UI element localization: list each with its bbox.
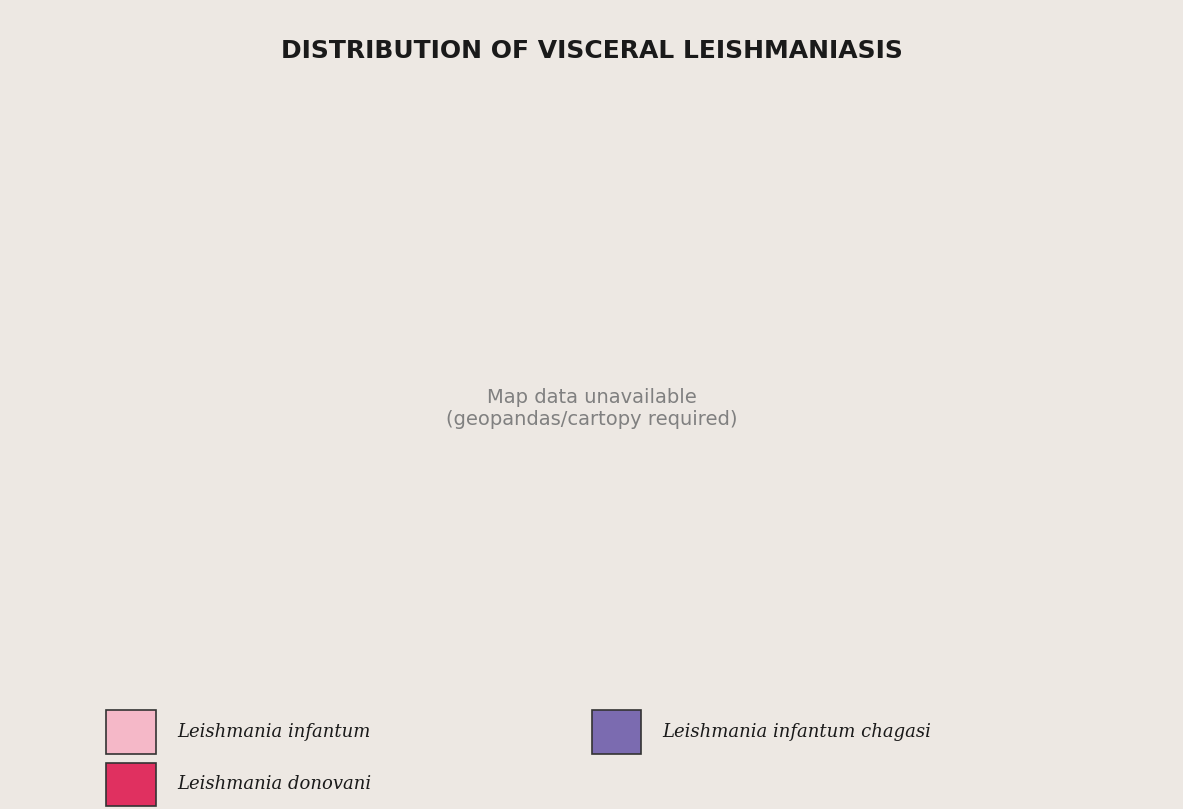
FancyBboxPatch shape <box>106 763 156 806</box>
Text: Map data unavailable
(geopandas/cartopy required): Map data unavailable (geopandas/cartopy … <box>446 388 737 429</box>
Text: Leishmania infantum: Leishmania infantum <box>177 723 370 741</box>
FancyBboxPatch shape <box>592 710 641 753</box>
Text: Leishmania infantum chagasi: Leishmania infantum chagasi <box>662 723 931 741</box>
Text: DISTRIBUTION OF VISCERAL LEISHMANIASIS: DISTRIBUTION OF VISCERAL LEISHMANIASIS <box>280 39 903 62</box>
Text: Leishmania donovani: Leishmania donovani <box>177 775 371 793</box>
FancyBboxPatch shape <box>106 710 156 753</box>
